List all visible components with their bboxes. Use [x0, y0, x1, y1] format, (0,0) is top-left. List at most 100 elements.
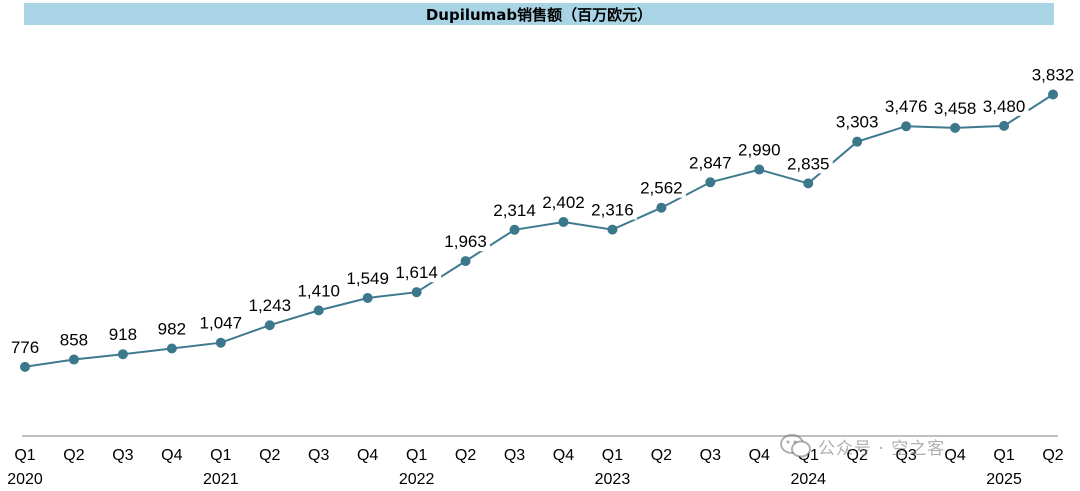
data-point	[558, 216, 569, 227]
data-label-bg	[783, 154, 833, 174]
data-label: 2,316	[591, 201, 634, 220]
x-tick-quarter: Q2	[455, 447, 476, 464]
data-label: 2,314	[493, 201, 536, 220]
x-tick-quarter: Q1	[993, 447, 1014, 464]
x-tick-year: 2023	[595, 471, 631, 488]
data-label: 2,847	[689, 153, 732, 172]
x-tick-quarter: Q4	[944, 447, 965, 464]
data-point	[999, 120, 1010, 131]
data-label-bg	[441, 232, 491, 252]
data-label-bg	[881, 97, 931, 117]
x-tick-year: 2025	[986, 471, 1022, 488]
data-label: 2,990	[738, 141, 781, 160]
data-label: 2,562	[640, 179, 683, 198]
data-point	[313, 305, 324, 316]
data-label-bg	[245, 296, 295, 316]
data-label: 776	[11, 338, 39, 357]
x-tick-quarter: Q2	[651, 447, 672, 464]
x-tick-quarter: Q4	[161, 447, 182, 464]
x-tick-quarter: Q3	[308, 447, 329, 464]
data-label-bg	[196, 313, 246, 333]
data-label: 858	[60, 331, 88, 350]
x-tick-quarter: Q3	[700, 447, 721, 464]
data-label: 1,549	[346, 269, 389, 288]
data-label-bg	[9, 337, 41, 357]
data-label: 3,458	[934, 99, 977, 118]
data-label: 2,402	[542, 193, 585, 212]
data-label: 3,303	[836, 113, 879, 132]
x-tick-labels: Q1 Q2 Q3 Q4 Q1 Q2 Q3 Q4 Q1 Q2 Q3 Q4 Q1 Q2 Q3 Q4 Q1 Q2 Q3 Q4…	[7, 447, 1064, 488]
data-label: 3,476	[885, 97, 928, 116]
x-tick-year: 2022	[399, 471, 435, 488]
wechat-icon	[780, 434, 811, 458]
x-tick-quarter: Q3	[895, 447, 916, 464]
data-label-bg	[294, 281, 344, 301]
data-point	[754, 164, 765, 175]
data-label-bg	[979, 96, 1029, 116]
data-label: 3,832	[1032, 66, 1075, 85]
data-point	[68, 354, 79, 365]
data-label-bg	[490, 200, 540, 220]
data-point	[1048, 89, 1058, 100]
data-point	[411, 287, 422, 298]
data-label-bg	[538, 192, 588, 212]
data-label-bg	[930, 98, 980, 118]
data-label: 1,410	[297, 281, 340, 300]
data-point	[705, 177, 716, 188]
data-label: 3,480	[983, 97, 1026, 116]
data-label: 1,963	[444, 232, 487, 251]
data-point	[656, 202, 667, 213]
data-label: 1,243	[248, 296, 291, 315]
chart-title: Dupilumab销售额（百万欧元）	[24, 3, 1054, 25]
data-label-bg	[392, 263, 442, 283]
data-label-bg	[343, 268, 393, 288]
x-tick-quarter: Q4	[357, 447, 378, 464]
x-tick-quarter: Q1	[406, 447, 427, 464]
data-label: 2,835	[787, 154, 830, 173]
data-label: 918	[109, 325, 137, 344]
data-label-bg	[685, 153, 735, 173]
x-tick-year: 2020	[7, 471, 43, 488]
data-label: 982	[158, 319, 186, 338]
data-labels: 776 858 918 982 1,047 1,243 1,410 1,549 1,614 1,9…	[9, 65, 1078, 357]
x-tick-year: 2024	[790, 471, 826, 488]
x-tick-quarter: Q2	[1042, 447, 1063, 464]
data-point	[852, 136, 863, 147]
x-tick-quarter: Q2	[847, 447, 868, 464]
data-label: 1,047	[200, 314, 243, 333]
x-tick-quarter: Q1	[14, 447, 35, 464]
x-tick-quarter: Q4	[749, 447, 770, 464]
data-point	[20, 361, 30, 372]
data-point	[362, 292, 373, 303]
x-tick-quarter: Q2	[259, 447, 280, 464]
data-point	[264, 320, 275, 331]
data-point	[166, 343, 177, 354]
data-label-bg	[636, 178, 686, 198]
watermark-text: 公众号 · 空之客	[818, 438, 946, 459]
x-tick-quarter: Q4	[553, 447, 574, 464]
data-point	[803, 178, 814, 189]
x-tick-quarter: Q3	[504, 447, 525, 464]
data-label-bg	[107, 325, 139, 345]
data-label-bg	[587, 200, 637, 220]
data-label-bg	[156, 319, 188, 339]
data-label: 1,614	[395, 263, 438, 282]
x-tick-quarter: Q1	[210, 447, 231, 464]
data-label-bg	[58, 330, 90, 350]
x-tick-quarter: Q3	[112, 447, 133, 464]
data-point	[950, 122, 961, 133]
sales-series	[20, 89, 1058, 372]
x-tick-quarter: Q2	[63, 447, 84, 464]
x-tick-year: 2021	[203, 471, 239, 488]
data-point	[607, 224, 618, 235]
watermark: 公众号 · 空之客	[780, 430, 945, 462]
data-point	[215, 337, 226, 348]
series-line	[24, 93, 1054, 368]
data-point	[509, 224, 520, 235]
data-point	[901, 121, 912, 132]
data-label-bg	[734, 140, 784, 160]
data-point	[117, 349, 128, 360]
x-tick-quarter: Q1	[602, 447, 623, 464]
data-label-bg	[832, 112, 882, 132]
